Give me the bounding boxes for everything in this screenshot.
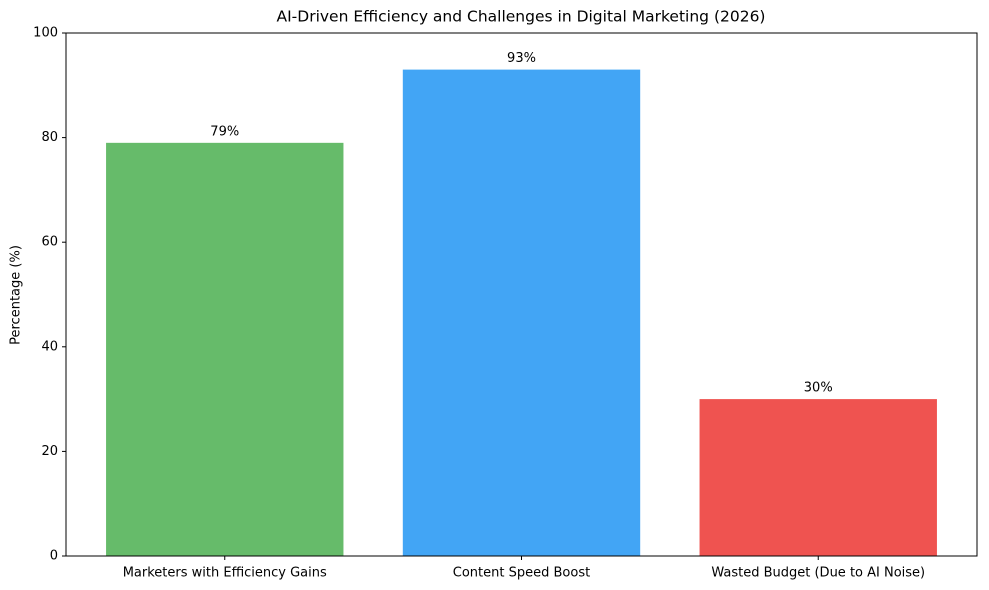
bar (106, 142, 344, 556)
value-label: 30% (804, 381, 833, 396)
y-tick-label: 0 (50, 549, 58, 564)
value-label: 79% (210, 124, 239, 139)
x-tick-label: Content Speed Boost (453, 566, 590, 581)
chart-title: AI-Driven Efficiency and Challenges in D… (277, 8, 766, 26)
y-tick-label: 20 (41, 444, 58, 459)
y-tick-label: 80 (41, 130, 58, 145)
y-axis-label: Percentage (%) (9, 245, 24, 345)
value-label: 93% (507, 51, 536, 66)
plot-frame (65, 32, 978, 557)
bar (699, 399, 937, 556)
x-tick-label: Marketers with Efficiency Gains (123, 566, 327, 581)
y-tick-label: 40 (41, 339, 58, 354)
y-tick-label: 60 (41, 235, 58, 250)
bar (402, 69, 641, 557)
x-tick-label: Wasted Budget (Due to AI Noise) (711, 566, 925, 581)
y-tick-label: 100 (33, 26, 58, 41)
